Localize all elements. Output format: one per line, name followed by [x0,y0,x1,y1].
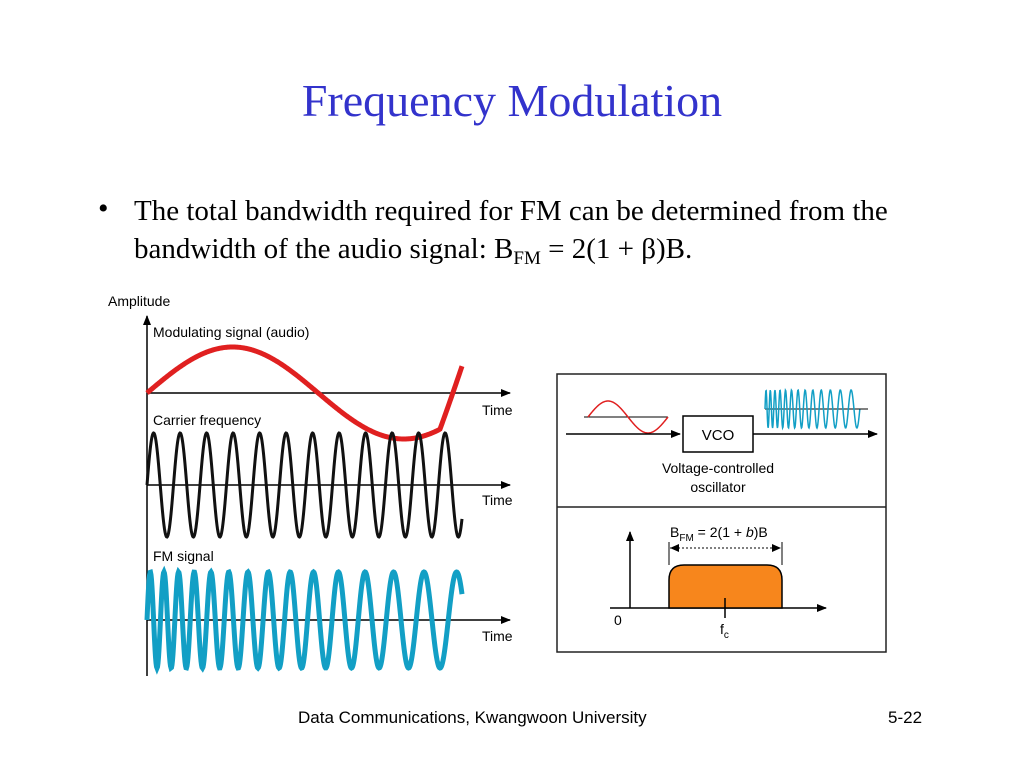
bfm-sub: FM [679,533,693,544]
slide-title: Frequency Modulation [301,75,723,126]
fm-bandwidth-shape [668,564,783,609]
carrier-wave [145,431,464,539]
fc-sub: c [724,630,729,641]
bandwidth-arrow-right [772,544,781,552]
modulating-label: Modulating signal (audio) [153,324,309,340]
vco-caption-line2: oscillator [690,479,746,495]
bullet-text: The total bandwidth required for FM can … [134,195,888,265]
vco-output-wave [764,387,861,431]
bullet-tail: = 2(1 + β)B. [540,233,693,265]
time-label-2: Time [482,492,513,508]
page-number: 5-22 [888,708,923,727]
amplitude-label: Amplitude [108,293,170,309]
bullet-subscript: FM [513,248,541,269]
bfm-eq2: )B [754,524,768,540]
bfm-b: B [670,524,679,540]
fm-signal-label: FM signal [153,548,214,564]
carrier-label: Carrier frequency [153,412,261,428]
footer-text: Data Communications, Kwangwoon Universit… [298,708,647,727]
fm-signal-wave [144,565,465,675]
bfm-eq1: = 2(1 + [694,524,746,540]
vco-caption-line1: Voltage-controlled [662,460,774,476]
vco-block [682,415,754,453]
zero-label: 0 [614,612,622,628]
fc-f: f [720,621,724,637]
time-label-1: Time [482,402,513,418]
vco-block-label: VCO [702,427,735,444]
bfm-formula: BFM = 2(1 + b)B [670,524,768,544]
bullet-paragraph: The total bandwidth required for FM can … [134,192,934,268]
bandwidth-arrow-left [670,544,679,552]
bullet-marker: • [98,192,109,225]
vco-input-wave [587,400,669,434]
modulating-signal-wave [145,344,465,442]
time-label-3: Time [482,628,513,644]
fc-label: fc [720,621,729,641]
bfm-beta: b [746,524,754,540]
